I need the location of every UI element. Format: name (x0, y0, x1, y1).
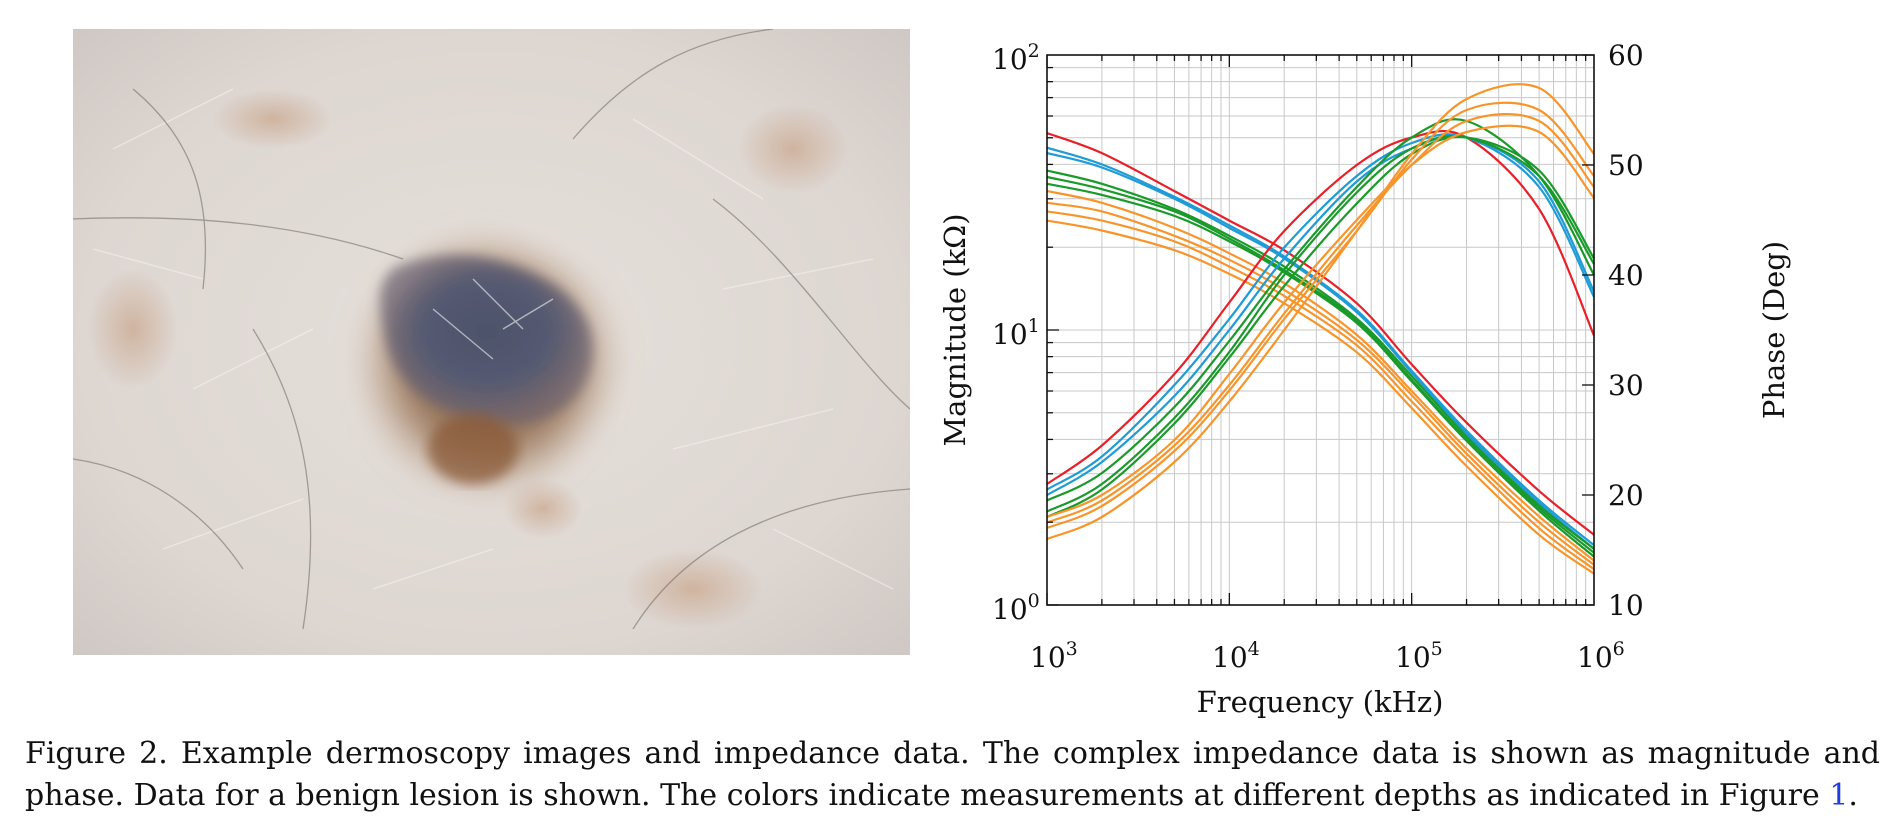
x-axis-label: Frequency (kHz) (1197, 685, 1444, 719)
magnitude-curve-green-3 (1046, 169, 1595, 550)
magnitude-curve-blue-1 (1046, 146, 1595, 547)
y-tick-label-1: 100 (992, 590, 1040, 626)
y-tick-label-100: 102 (992, 40, 1040, 76)
phase-curve-orange-18 (1046, 101, 1595, 530)
right-tick-label-60: 60 (1608, 39, 1644, 72)
phase-curve-blue-11 (1046, 133, 1595, 491)
magnitude-curve-blue-2 (1046, 152, 1595, 550)
phase-curve-green-15 (1046, 135, 1595, 518)
right-tick-label-50: 50 (1608, 149, 1644, 182)
right-axis-label: Phase (Deg) (1757, 241, 1791, 419)
right-tick-label-20: 20 (1608, 479, 1644, 512)
y-tick-label-10: 101 (992, 315, 1040, 351)
phase-curve-orange-19 (1046, 83, 1595, 541)
chart-grid (1046, 55, 1594, 606)
phase-curve-red-10 (1046, 129, 1596, 485)
magnitude-curve-orange-9 (1046, 219, 1595, 575)
magnitude-curve-orange-6 (1046, 190, 1595, 562)
chart-series (1046, 83, 1596, 575)
magnitude-curve-red-0 (1046, 132, 1595, 536)
y-axis-label: Magnitude (kΩ) (938, 213, 972, 446)
figure-caption: Figure 2. Example dermoscopy images and … (25, 733, 1880, 817)
phase-curve-blue-12 (1046, 134, 1595, 496)
magnitude-curve-green-5 (1046, 182, 1595, 558)
right-tick-label-40: 40 (1608, 259, 1644, 292)
phase-curve-orange-16 (1046, 124, 1595, 519)
phase-curve-green-14 (1046, 134, 1595, 513)
right-tick-label-30: 30 (1608, 369, 1644, 402)
impedance-chart: 103 104 105 106 100 101 102 10 20 30 40 … (938, 39, 1791, 719)
x-tick-label-1000000: 106 (1577, 638, 1625, 674)
phase-curve-orange-17 (1046, 112, 1595, 524)
x-tick-label-1000: 103 (1030, 638, 1078, 674)
phase-curve-green-13 (1046, 118, 1595, 502)
dermoscopy-image (73, 29, 910, 655)
figure-reference-link[interactable]: 1 (1829, 778, 1849, 813)
magnitude-curve-orange-8 (1046, 210, 1595, 571)
x-tick-label-100000: 105 (1395, 638, 1443, 674)
caption-end: . (1848, 778, 1858, 813)
magnitude-curve-orange-7 (1046, 201, 1595, 566)
right-tick-label-10: 10 (1608, 589, 1644, 622)
chart-tick-marks (1046, 54, 1594, 606)
caption-text: Figure 2. Example dermoscopy images and … (25, 736, 1880, 813)
x-tick-label-10000: 104 (1212, 638, 1260, 674)
magnitude-curve-green-4 (1046, 175, 1595, 554)
